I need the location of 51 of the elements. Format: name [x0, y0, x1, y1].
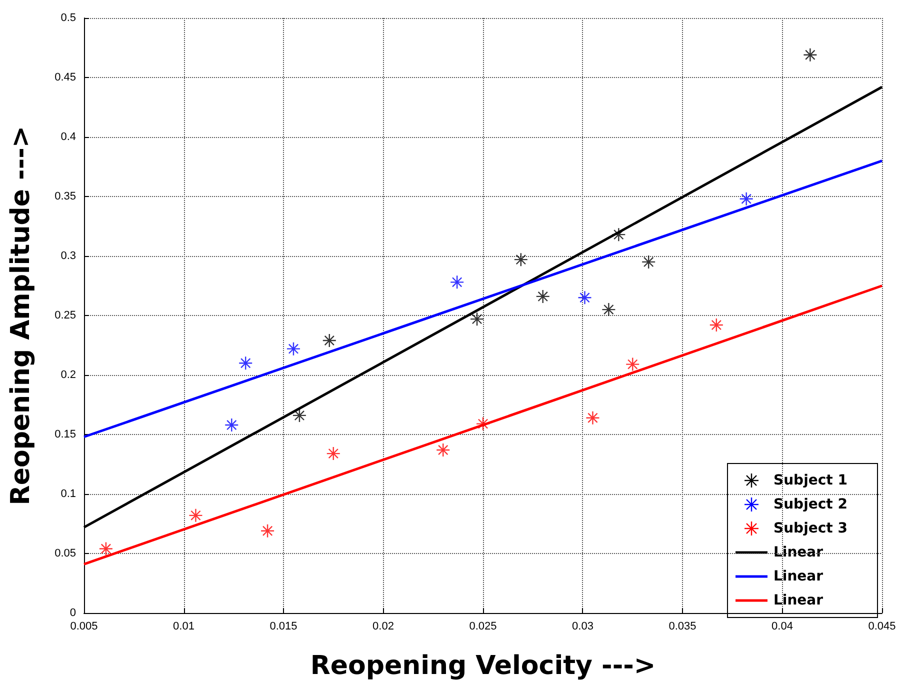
y-tick-label: 0.25	[54, 310, 76, 322]
point	[626, 357, 640, 372]
y-tick-label: 0.3	[60, 250, 76, 262]
point	[292, 408, 307, 423]
x-tick-label: 0.045	[868, 620, 896, 632]
legend-label: Subject 3	[774, 520, 848, 536]
y-tick-label: 0.2	[60, 369, 76, 381]
legend-label: Linear	[774, 592, 824, 608]
y-tick-label: 0.45	[54, 72, 76, 84]
point	[803, 48, 818, 62]
point	[612, 227, 626, 242]
y-tick-label: 0.35	[54, 190, 76, 202]
point	[260, 524, 275, 538]
point	[188, 508, 203, 523]
point	[536, 289, 550, 304]
x-tick-label: 0.015	[270, 620, 298, 632]
point	[514, 252, 528, 267]
x-tick-label: 0.035	[668, 620, 696, 632]
point	[470, 312, 484, 326]
y-axis-title: Reopening Amplitude --->	[6, 126, 36, 506]
point	[286, 342, 301, 356]
x-tick-label: 0.005	[70, 620, 98, 632]
x-tick-label: 0.025	[469, 620, 497, 632]
point	[450, 275, 464, 290]
point	[98, 542, 114, 556]
y-tick-label: 0.1	[60, 488, 76, 500]
legend-label: Subject 2	[774, 496, 848, 512]
point	[586, 410, 600, 425]
point	[326, 446, 340, 461]
point	[578, 290, 592, 305]
x-tick-label: 0.03	[572, 620, 594, 632]
point	[739, 192, 754, 206]
y-tick-label: 0.5	[60, 12, 76, 24]
point	[602, 302, 616, 317]
point	[641, 254, 656, 270]
point	[709, 318, 724, 332]
y-tick-label: 0.15	[54, 428, 76, 440]
x-axis-title: Reopening Velocity --->	[310, 651, 656, 681]
point	[436, 442, 450, 458]
y-tick-label: 0.05	[54, 548, 76, 560]
legend-label: Linear	[774, 568, 824, 584]
y-tick-label: 0.4	[60, 131, 76, 143]
legend-label: Subject 1	[774, 472, 848, 488]
point	[224, 418, 239, 432]
point	[238, 356, 253, 370]
point	[322, 333, 336, 348]
x-tick-label: 0.01	[173, 620, 194, 632]
x-tick-label: 0.02	[372, 620, 394, 632]
y-tick-label: 0	[70, 607, 76, 619]
x-tick-label: 0.04	[772, 620, 793, 632]
point	[476, 416, 490, 431]
